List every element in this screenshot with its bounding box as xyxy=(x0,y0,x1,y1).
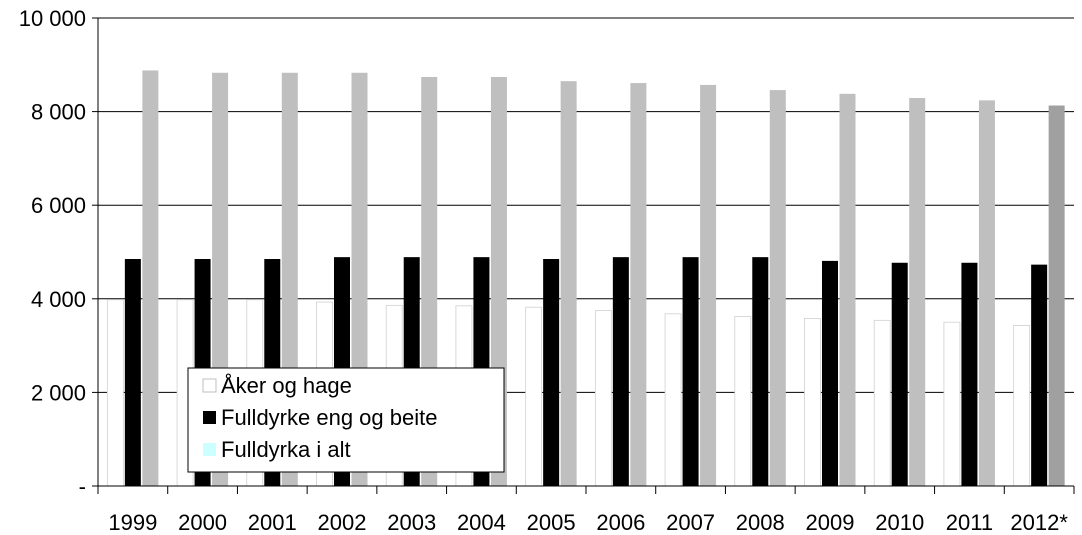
bar-fulldyrka-i-alt-2012 xyxy=(1048,105,1065,487)
gridlines xyxy=(98,17,1074,393)
x-tick-label: 2010 xyxy=(875,510,924,535)
bar-fulldyrka-i-alt-2005 xyxy=(560,81,577,487)
bar--ker-og-hage-2011 xyxy=(943,321,961,487)
x-tick-label: 2005 xyxy=(527,510,576,535)
x-tick-label: 2008 xyxy=(736,510,785,535)
legend-label: Åker og hage xyxy=(221,373,352,398)
bar-fulldyrke-eng-og-beite-2009 xyxy=(822,260,838,486)
x-tick-label: 2007 xyxy=(666,510,715,535)
legend-swatch xyxy=(203,443,216,456)
legend-label: Fulldyrke eng og beite xyxy=(221,405,437,430)
y-tick-label: 2 000 xyxy=(31,380,86,405)
y-tick-label: 8 000 xyxy=(31,100,86,125)
bar-fulldyrke-eng-og-beite-2007 xyxy=(682,257,699,486)
y-tick-label: 6 000 xyxy=(31,193,86,218)
x-tick-label: 2009 xyxy=(806,510,855,535)
legend-swatch xyxy=(202,378,217,393)
x-tick-label: 2011 xyxy=(946,510,993,535)
bar-fulldyrke-eng-og-beite-1999 xyxy=(124,259,141,486)
y-tick-label: 10 000 xyxy=(19,6,86,31)
bar-fulldyrka-i-alt-2006 xyxy=(630,83,647,486)
x-tick-label: 2006 xyxy=(596,510,645,535)
legend: Åker og hage Fulldyrke eng og beite Fulldy… xyxy=(187,367,505,473)
bar--ker-og-hage-2007 xyxy=(664,313,682,487)
legend-label: Fulldyrka i alt xyxy=(221,437,351,462)
bar--ker-og-hage-2009 xyxy=(804,318,821,487)
bar-fulldyrka-i-alt-2009 xyxy=(839,93,856,486)
bar-fulldyrke-eng-og-beite-2011 xyxy=(961,262,978,486)
x-tick-label: 2003 xyxy=(387,510,436,535)
axes: - 2 000 4 000 6 000 8 000 10 000 1999 2000 2001 2… xyxy=(19,6,1075,535)
bar--ker-og-hage-2012 xyxy=(1013,325,1031,487)
x-tick-label: 2001 xyxy=(248,510,297,535)
bar--ker-og-hage-2006 xyxy=(594,310,612,487)
bar-fulldyrka-i-alt-2007 xyxy=(700,84,717,486)
bar--ker-og-hage-2010 xyxy=(873,319,891,487)
x-tick-label: 2012* xyxy=(1010,510,1068,535)
bar-fulldyrke-eng-og-beite-2008 xyxy=(752,257,769,486)
x-tick-label: 2000 xyxy=(178,510,227,535)
y-tick-label: - xyxy=(79,474,86,499)
bar-fulldyrka-i-alt-1999 xyxy=(142,70,159,486)
legend-box xyxy=(187,367,505,473)
x-tick-label: 2004 xyxy=(457,510,506,535)
bar-fulldyrke-eng-og-beite-2006 xyxy=(612,257,629,486)
bar-fulldyrke-eng-og-beite-2005 xyxy=(543,259,560,486)
bar--ker-og-hage-1999 xyxy=(106,299,124,487)
bar-fulldyrka-i-alt-2011 xyxy=(978,100,995,487)
y-tick-label: 4 000 xyxy=(31,287,86,312)
bar--ker-og-hage-2008 xyxy=(734,316,752,487)
bar--ker-og-hage-2005 xyxy=(525,306,543,487)
bar-fulldyrke-eng-og-beite-2012 xyxy=(1031,264,1048,486)
bar-fulldyrke-eng-og-beite-2010 xyxy=(891,262,908,486)
legend-swatch xyxy=(203,411,216,424)
x-tick-label: 1999 xyxy=(108,510,157,535)
bar-fulldyrka-i-alt-2008 xyxy=(769,90,786,487)
bar-fulldyrka-i-alt-2010 xyxy=(909,98,926,486)
x-tick-label: 2002 xyxy=(318,510,367,535)
